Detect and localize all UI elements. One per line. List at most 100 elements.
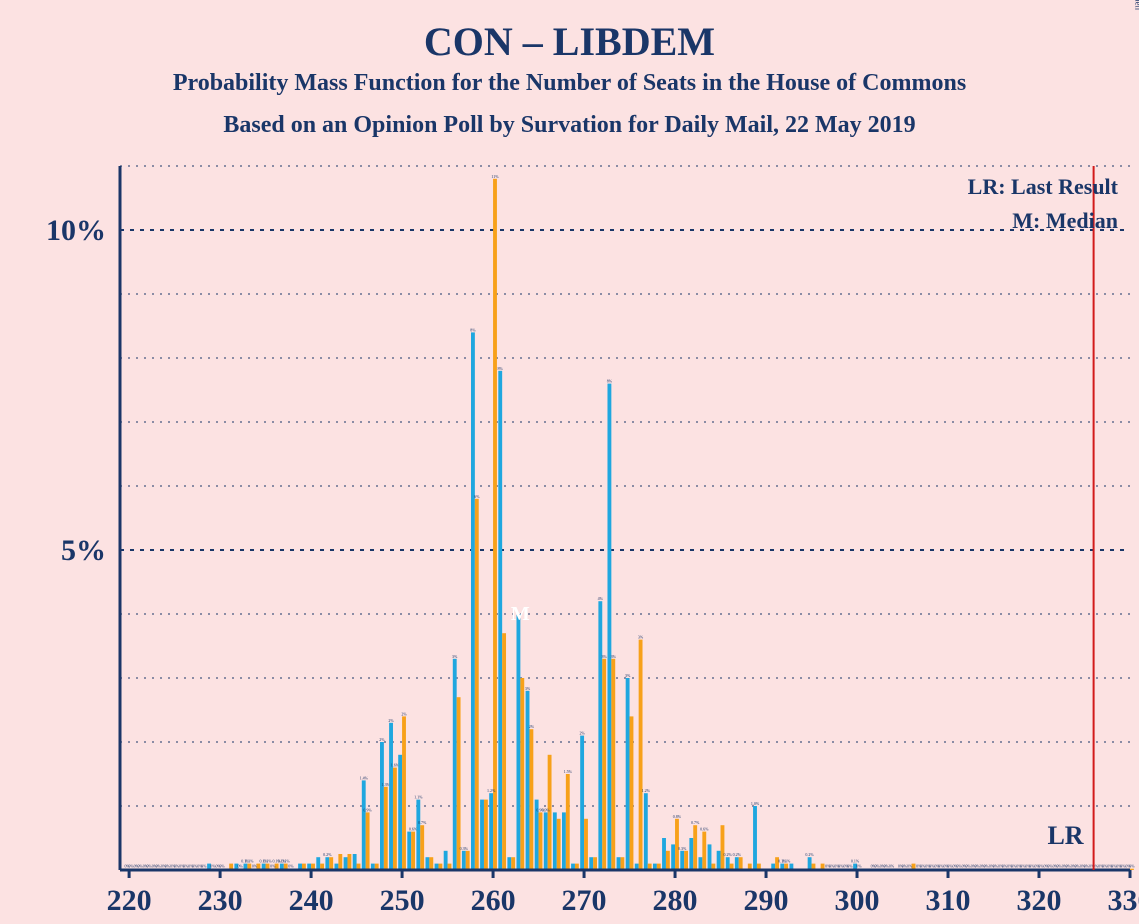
y-axis-label: 10% <box>46 214 106 247</box>
bar-label: 2% <box>379 737 385 742</box>
bar-blue <box>607 384 611 870</box>
bar-blue <box>489 793 493 870</box>
bar-label: 8% <box>470 327 476 332</box>
y-axis-label: 5% <box>61 534 106 567</box>
chart-container: CON – LIBDEMProbability Mass Function fo… <box>0 0 1139 924</box>
bar-blue <box>344 857 348 870</box>
bar-blue <box>471 332 475 870</box>
bar-label: 0% <box>847 864 853 869</box>
bar-blue <box>689 838 693 870</box>
bar-label: 8% <box>498 366 504 371</box>
x-axis-label: 300 <box>835 884 880 917</box>
median-marker: M <box>511 603 530 625</box>
bar-blue <box>325 857 329 870</box>
x-axis-label: 330 <box>1108 884 1139 917</box>
bar-label: 2% <box>579 731 585 736</box>
bar-blue <box>708 844 712 870</box>
bar-label: 1.4% <box>360 775 369 780</box>
x-axis-label: 310 <box>926 884 971 917</box>
bar-orange <box>721 825 725 870</box>
bar-label: 3% <box>638 635 644 640</box>
bar-blue <box>598 601 602 870</box>
bar-blue <box>680 851 684 870</box>
bar-blue <box>407 832 411 870</box>
bar-label: 1.1% <box>414 795 423 800</box>
bar-label: 0% <box>252 864 258 869</box>
bar-label: 2% <box>388 718 394 723</box>
bar-orange <box>520 678 524 870</box>
bar-blue <box>553 812 557 870</box>
x-axis-label: 250 <box>380 884 425 917</box>
bar-orange <box>384 787 388 870</box>
bar-label: 0% <box>1129 864 1135 869</box>
bar-label: 0% <box>270 864 276 869</box>
bar-orange <box>557 819 561 870</box>
bar-orange <box>393 768 397 870</box>
bar-label: 1.5% <box>564 769 573 774</box>
bar-blue <box>753 806 757 870</box>
bar-label: 0% <box>201 864 207 869</box>
bar-label: 0.7% <box>691 820 700 825</box>
bar-label: 0.3% <box>460 846 469 851</box>
bar-blue <box>735 857 739 870</box>
bar-orange <box>1130 869 1134 870</box>
bar-orange <box>329 857 333 870</box>
bar-label: 0.8% <box>673 814 682 819</box>
bar-label: 3% <box>525 686 531 691</box>
bar-blue <box>389 723 393 870</box>
bar-blue <box>453 659 457 870</box>
bar-label: 0.2% <box>724 852 733 857</box>
bar-blue <box>498 371 502 870</box>
bar-label: 0% <box>238 864 244 869</box>
bar-label: 3% <box>625 673 631 678</box>
x-axis-label: 270 <box>562 884 607 917</box>
bar-orange <box>347 854 351 870</box>
bar-label: 3% <box>452 654 458 659</box>
legend-m: M: Median <box>1012 208 1118 233</box>
bar-blue <box>562 812 566 870</box>
bar-orange <box>639 640 643 870</box>
x-axis-label: 240 <box>289 884 334 917</box>
bar-blue <box>398 755 402 870</box>
bar-label: 3% <box>611 654 617 659</box>
bar-label: 4% <box>598 596 604 601</box>
legend-lr: LR: Last Result <box>968 174 1119 199</box>
bar-orange <box>611 659 615 870</box>
bar-orange <box>584 819 588 870</box>
bar-orange <box>366 812 370 870</box>
bar-blue <box>362 780 366 870</box>
bar-blue <box>380 742 384 870</box>
bar-label: 0% <box>856 864 862 869</box>
bar-blue <box>626 678 630 870</box>
bar-blue <box>544 812 548 870</box>
bar-blue <box>808 857 812 870</box>
bar-label: 0.2% <box>323 852 332 857</box>
bar-label: 0.9% <box>363 807 372 812</box>
bar-blue <box>316 857 320 870</box>
bar-label: 2% <box>401 711 407 716</box>
bar-orange <box>475 499 479 870</box>
bar-label: 0.1% <box>782 859 791 864</box>
lr-marker-label: LR <box>1047 821 1083 850</box>
bar-blue <box>416 800 420 870</box>
bar-orange <box>666 851 670 870</box>
bar-orange <box>338 854 342 870</box>
chart-svg: 5%10%0%0%0%0%0%0%0%0%0%0%0%0%0%0%0%0%0%0… <box>0 0 1139 924</box>
bar-label: 8% <box>607 379 613 384</box>
bar-blue <box>516 614 520 870</box>
bar-label: 11% <box>491 174 499 179</box>
bar-label: 0% <box>907 864 913 869</box>
bar-label: 0% <box>889 864 895 869</box>
bar-orange <box>593 857 597 870</box>
x-axis-label: 290 <box>744 884 789 917</box>
bar-blue <box>353 854 357 870</box>
bar-orange <box>429 857 433 870</box>
x-axis-label: 220 <box>107 884 152 917</box>
bar-orange <box>539 812 543 870</box>
bar-orange <box>420 825 424 870</box>
bar-label: 0.6% <box>700 827 709 832</box>
x-axis-label: 280 <box>653 884 698 917</box>
bar-label: 6% <box>474 494 480 499</box>
bar-label: 0% <box>219 864 225 869</box>
bar-orange <box>529 729 533 870</box>
